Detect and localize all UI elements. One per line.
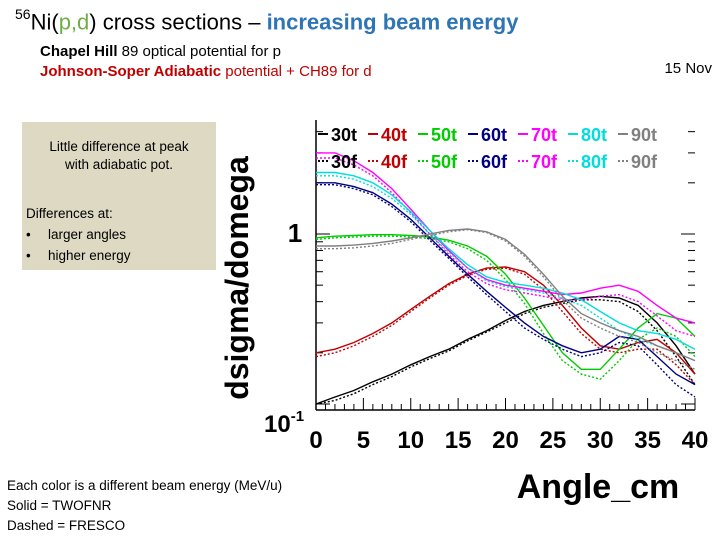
legend-label-70t: 70t [531,125,557,145]
differences-heading: Differences at: [26,206,113,221]
differences-item: • larger angles [26,224,131,245]
series-line-30f [315,299,696,405]
subtitle-deuteron-bold: Johnson-Soper Adiabatic [40,63,222,80]
differences-item-label: higher energy [48,248,131,263]
series-line-80t [316,171,696,350]
title-close-paren: ) [89,9,97,35]
legend-label-70f: 70f [531,152,558,172]
legend-label-40f: 40f [381,152,408,172]
x-tick-label: 25 [540,427,567,454]
differences-item: • higher energy [26,245,131,266]
legend-label-60f: 60f [481,152,508,172]
series-line-80f [316,175,696,362]
series-line-40f [315,267,696,386]
subtitle-proton-rest: 89 optical potential for p [117,43,281,60]
axis-ticks [315,131,696,410]
legend-label-50t: 50t [431,125,457,145]
x-tick-label: 5 [357,427,370,454]
legend-label-30t: 30t [331,125,357,145]
series-line-60f [316,183,696,398]
title-nucleus: Ni( [30,9,59,35]
peak-note-line2: with adiabatic pot. [64,157,174,172]
series-group [315,152,696,405]
differences-item-label: larger angles [48,227,127,242]
x-tick-label: 15 [445,427,472,454]
slide-date: 15 Nov [664,60,712,77]
y-axis-label: dsigma/domega [220,156,255,400]
subtitle-deuteron-rest: potential + CH89 for d [221,63,372,80]
series-line-60t [316,182,696,386]
peak-note: Little difference at peak with adiabatic… [22,138,216,174]
legend-label-80t: 80t [581,125,607,145]
footer-line-solid: Solid = TWOFNR [7,498,112,513]
series-line-90f [316,228,696,370]
bullet-icon: • [26,248,31,263]
series-line-70t [316,152,696,324]
subtitle-deuteron-potential: Johnson-Soper Adiabatic potential + CH89… [40,63,372,80]
series-line-30t [315,295,696,405]
x-tick-label: 40 [682,427,709,454]
x-tick-label: 35 [634,427,661,454]
legend: 30t 30f 40t 40f 50t 50f 60t 60f 70t 70f 80t 80f 90t 9… [318,125,658,172]
footer-line-energy: Each color is a different beam energy (M… [7,478,283,493]
y-tick-label-0.1: 10-1 [264,408,304,438]
x-tick-label: 10 [397,427,424,454]
legend-label-40t: 40t [381,125,407,145]
legend-label-90t: 90t [631,125,657,145]
differences-note: Differences at: • larger angles • higher e… [26,203,131,266]
x-axis-label: Angle_cm [517,468,680,505]
title-mass-number: 56 [15,6,31,22]
legend-label-90f: 90f [631,152,658,172]
series-line-70f [316,157,696,338]
series-line-90t [316,228,696,362]
title-highlight: increasing beam energy [266,9,519,35]
legend-label-80f: 80f [581,152,608,172]
slide-title: 56Ni(p,d) cross sections – increasing be… [15,6,519,35]
x-tick-label: 30 [587,427,614,454]
legend-label-30f: 30f [331,152,358,172]
cross-section-chart: 0 5 10 15 20 25 30 35 40 1 10-1 dsigma/domega An… [220,120,708,505]
y-tick-label-1: 1 [288,218,302,248]
bullet-icon: • [26,227,31,242]
legend-label-50f: 50f [431,152,458,172]
peak-note-line1: Little difference at peak [49,139,189,154]
notes-box: Little difference at peak with adiabatic… [22,122,216,270]
x-tick-label: 0 [309,427,322,454]
x-tick-labels: 0 5 10 15 20 25 30 35 40 [309,427,708,454]
footer-line-dashed: Dashed = FRESCO [7,518,126,533]
legend-explanation: Each color is a different beam energy (M… [7,476,282,536]
series-line-50f [315,235,696,380]
legend-label-60t: 60t [481,125,507,145]
title-reaction: p,d [58,9,90,35]
title-rest: cross sections – [96,9,267,35]
x-tick-label: 20 [492,427,519,454]
subtitle-proton-bold: Chapel Hill [40,43,118,60]
subtitle-proton-potential: Chapel Hill 89 optical potential for p [40,43,281,60]
